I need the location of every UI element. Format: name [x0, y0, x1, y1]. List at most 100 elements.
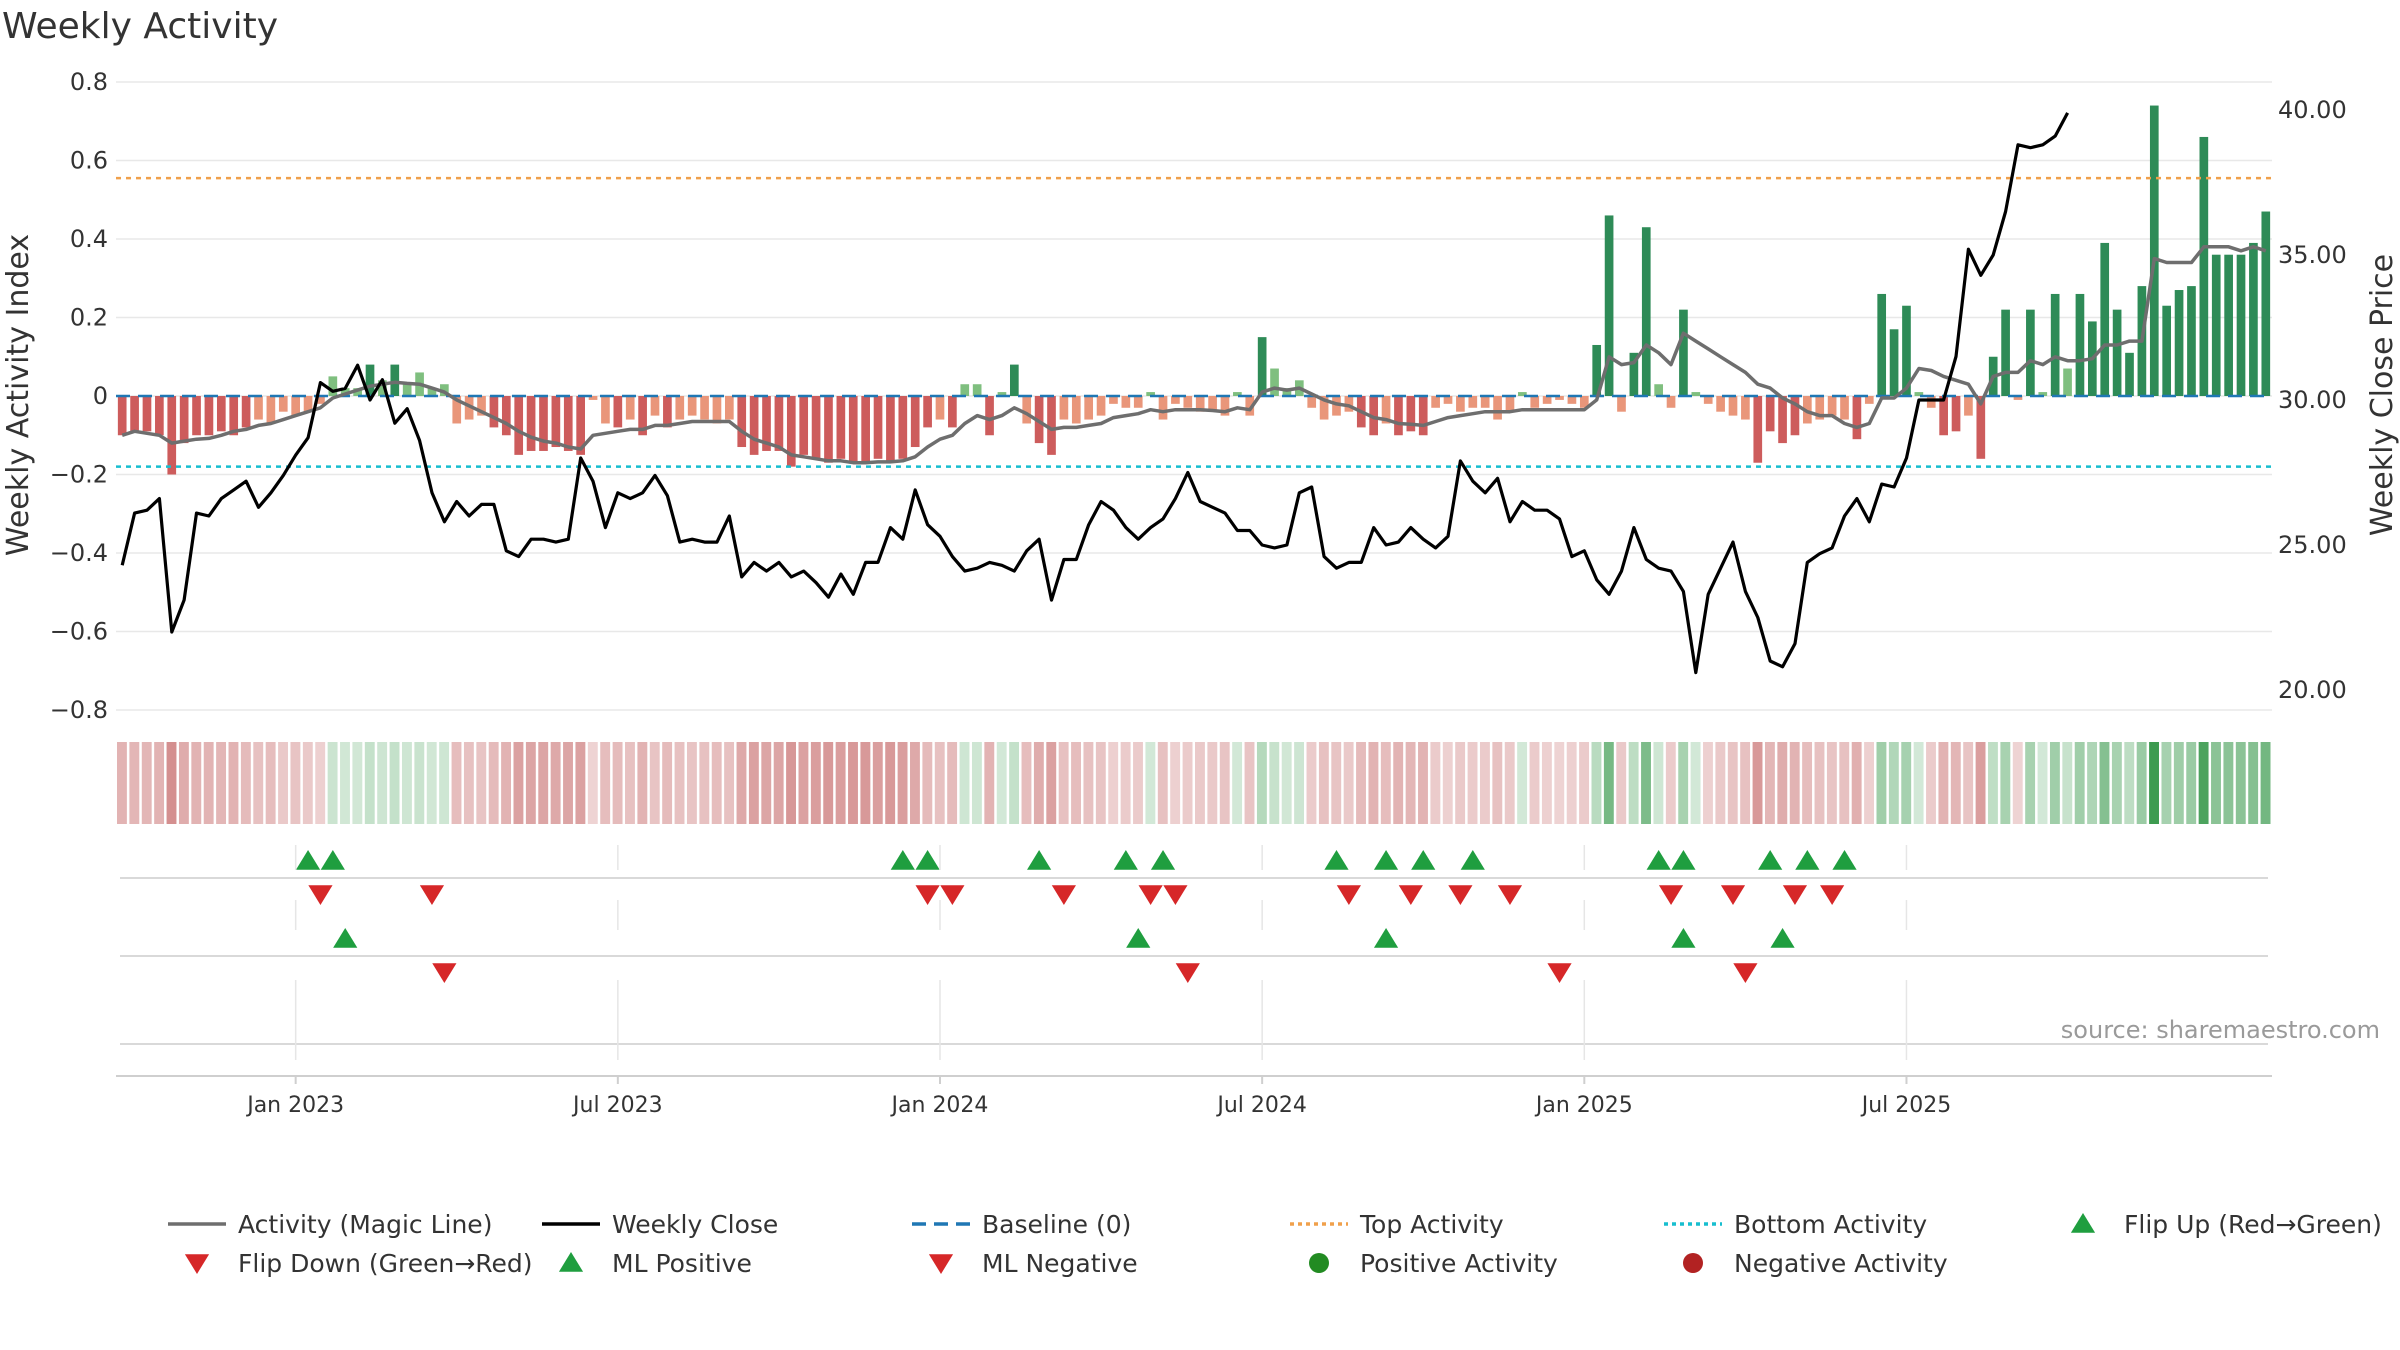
activity-heat-strip [117, 742, 2271, 824]
flip-down-marker [1336, 885, 1361, 905]
activity-bar [278, 396, 288, 412]
activity-bar [997, 392, 1007, 396]
activity-bar [576, 396, 585, 455]
strip-cell [2062, 742, 2073, 824]
activity-bar [1047, 396, 1056, 455]
strip-cell [2099, 742, 2110, 824]
strip-cell [848, 742, 858, 824]
strip-cell [1826, 742, 1837, 824]
flip-up-marker [1671, 850, 1696, 870]
legend-label: Bottom Activity [1734, 1210, 1927, 1239]
activity-bar [1344, 396, 1354, 412]
strip-cell [463, 742, 474, 824]
flip-up-marker [1795, 850, 1820, 870]
activity-bar [1976, 396, 1986, 459]
legend-label: ML Positive [612, 1249, 752, 1278]
flip-up-marker [1150, 850, 1176, 870]
activity-bar [1604, 215, 1614, 396]
activity-bar [328, 376, 338, 396]
activity-bar [1728, 396, 1738, 416]
activity-bar [663, 396, 672, 428]
flip-up-marker [1373, 850, 1399, 870]
strip-cell [525, 742, 536, 824]
activity-bar [216, 396, 226, 432]
ml-positive-marker [1126, 928, 1151, 948]
strip-cell [798, 742, 809, 824]
strip-cell [1021, 742, 1032, 824]
activity-bar [2100, 242, 2110, 396]
strip-cell [129, 742, 140, 824]
activity-bar [1592, 344, 1602, 396]
activity-bar [1579, 396, 1589, 408]
strip-cell [2173, 742, 2184, 824]
activity-bar [1939, 396, 1948, 436]
strip-cell [1492, 742, 1503, 824]
activity-bar [2224, 254, 2233, 396]
x-tick-label: Jan 2025 [1534, 1093, 1633, 1118]
activity-bar [2026, 309, 2035, 396]
x-tick-label: Jan 2024 [890, 1093, 989, 1118]
activity-bar [1691, 392, 1701, 396]
activity-bar [1679, 309, 1688, 396]
strip-cell [1603, 742, 1614, 824]
activity-bar [452, 396, 462, 424]
activity-bar [725, 396, 734, 420]
flip-up-marker [295, 850, 321, 870]
strip-cell [786, 742, 796, 824]
activity-bar [1765, 396, 1775, 432]
activity-bar [204, 396, 214, 436]
strip-cell [1430, 742, 1441, 824]
activity-bar [1369, 396, 1379, 436]
flip-down-marker [1820, 885, 1845, 905]
y2-tick-label: 20.00 [2278, 676, 2347, 704]
activity-bar [2112, 309, 2122, 396]
strip-cell [340, 742, 350, 824]
activity-bar [1071, 396, 1081, 424]
strip-cell [637, 742, 648, 824]
strip-cell [401, 742, 412, 824]
x-tick-label: Jul 2023 [571, 1093, 663, 1118]
strip-cell [1455, 742, 1466, 824]
ml-negative-marker [432, 963, 457, 983]
strip-cell [1442, 742, 1453, 824]
activity-bar [1815, 396, 1825, 420]
activity-bar [1827, 396, 1837, 416]
strip-cell [872, 742, 883, 824]
activity-bar [2174, 290, 2184, 396]
flip-down-marker [1398, 885, 1423, 905]
strip-cell [364, 742, 375, 824]
legend-label: Flip Up (Red→Green) [2124, 1210, 2382, 1239]
activity-bar [1208, 396, 1217, 412]
y-tick-label: 0.6 [70, 147, 108, 175]
y-tick-label: 0 [93, 382, 108, 410]
flip-down-marker [308, 885, 333, 905]
strip-cell [178, 742, 189, 824]
activity-bar [2211, 254, 2221, 396]
flip-down-marker [1658, 885, 1684, 905]
activity-bar [1641, 227, 1651, 396]
activity-bar [2162, 305, 2172, 396]
activity-bar [960, 384, 970, 396]
flip-down-marker [1782, 885, 1808, 905]
flip-down-marker [1448, 885, 1473, 905]
ml-positive-marker [333, 928, 358, 948]
strip-cell [1095, 742, 1106, 824]
strip-cell [2198, 742, 2209, 824]
activity-bar [1394, 396, 1403, 436]
flip-down-marker [1138, 885, 1163, 905]
activity-bar [923, 396, 932, 428]
magic-line [121, 245, 2267, 465]
strip-cell [600, 742, 611, 824]
activity-bar [873, 396, 883, 459]
strip-cell [934, 742, 945, 824]
y2-tick-label: 30.00 [2278, 386, 2347, 414]
activity-bar [613, 396, 623, 428]
ml-positive-marker [1373, 928, 1399, 948]
activity-bar [1468, 396, 1478, 408]
activity-bar [675, 396, 685, 420]
activity-bar [588, 396, 598, 400]
strip-cell [1950, 742, 1961, 824]
activity-bar [1840, 396, 1849, 420]
activity-bar [464, 396, 474, 420]
strip-cell [662, 742, 673, 824]
